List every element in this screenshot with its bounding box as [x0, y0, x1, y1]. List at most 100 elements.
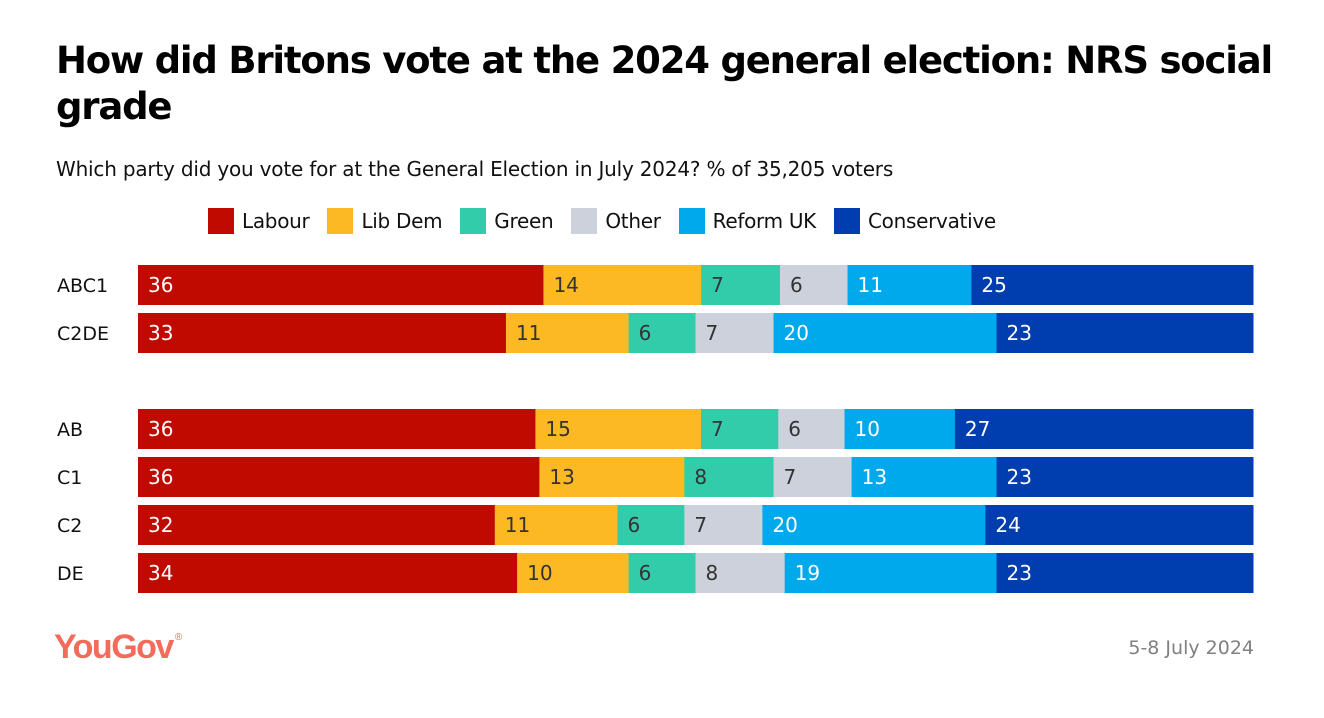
legend-label: Other — [605, 209, 661, 233]
bar-segment-other — [779, 265, 849, 305]
data-label: 8 — [706, 561, 719, 585]
bar-segment-green — [617, 505, 685, 545]
data-label: 6 — [639, 561, 652, 585]
bar-segment-other — [695, 553, 786, 593]
bar-segment-labour — [138, 409, 536, 449]
legend: Labour Lib Dem Green Other Reform UK Con… — [208, 208, 1014, 234]
data-label: 6 — [788, 417, 801, 441]
data-label: 11 — [516, 321, 541, 345]
fieldwork-date: 5-8 July 2024 — [1128, 637, 1254, 659]
data-label: 23 — [1007, 465, 1032, 489]
data-label: 23 — [1007, 321, 1032, 345]
category-label: C2 — [57, 515, 82, 537]
bar-segment-lib-dem — [539, 457, 685, 497]
bar-segment-conservative — [996, 457, 1254, 497]
bar-row-c1: C1 36 13 8 7 13 23 — [57, 457, 1254, 497]
bar-segment-reform-uk — [844, 409, 956, 449]
legend-item-labour: Labour — [208, 208, 310, 234]
data-label: 20 — [784, 321, 809, 345]
legend-swatch — [460, 208, 487, 234]
category-label: C1 — [57, 467, 82, 489]
bar-segment-conservative — [985, 505, 1254, 545]
bar-segment-conservative — [996, 553, 1254, 593]
legend-label: Lib Dem — [361, 209, 443, 233]
data-label: 7 — [784, 465, 797, 489]
data-label: 11 — [858, 273, 883, 297]
legend-swatch — [834, 208, 861, 234]
bar-row-c2de: C2DE 33 11 6 7 20 23 — [57, 313, 1254, 353]
category-label: DE — [57, 563, 84, 585]
data-label: 23 — [1007, 561, 1032, 585]
bar-segment-other — [684, 505, 763, 545]
bar-segment-lib-dem — [517, 553, 630, 593]
bar-segment-green — [701, 265, 781, 305]
bar-segment-reform-uk — [762, 505, 986, 545]
data-label: 32 — [148, 513, 173, 537]
legend-label: Labour — [242, 209, 310, 233]
legend-item-reform-uk: Reform UK — [678, 208, 817, 234]
category-label: AB — [57, 419, 83, 441]
data-label: 11 — [505, 513, 530, 537]
bar-segment-conservative — [971, 265, 1254, 305]
bar-row-de: DE 34 10 6 8 19 23 — [57, 553, 1254, 593]
bar-segment-labour — [138, 505, 496, 545]
category-label: C2DE — [57, 323, 109, 345]
bar-segment-reform-uk — [851, 457, 998, 497]
data-label: 6 — [790, 273, 803, 297]
data-label: 36 — [148, 465, 173, 489]
bar-segment-lib-dem — [505, 313, 630, 353]
data-label: 20 — [772, 513, 797, 537]
legend-label: Reform UK — [712, 209, 817, 233]
legend-label: Conservative — [868, 209, 996, 233]
bar-segment-green — [701, 409, 779, 449]
bar-segment-lib-dem — [535, 409, 702, 449]
bar-segment-lib-dem — [543, 265, 702, 305]
data-label: 14 — [553, 273, 578, 297]
data-label: 10 — [527, 561, 552, 585]
yougov-logo: YouGov ® — [54, 628, 182, 667]
data-label: 13 — [549, 465, 574, 489]
brand-name: YouGov — [54, 628, 174, 666]
bar-segment-green — [628, 313, 696, 353]
data-label: 19 — [795, 561, 820, 585]
bar-segment-reform-uk — [784, 553, 998, 593]
data-label: 7 — [706, 321, 719, 345]
chart-subtitle: Which party did you vote for at the Gene… — [56, 157, 894, 181]
data-label: 36 — [148, 273, 173, 297]
category-label: ABC1 — [57, 275, 108, 297]
chart-title: How did Britons vote at the 2024 general… — [56, 39, 1273, 128]
bar-segment-green — [684, 457, 775, 497]
legend-label: Green — [494, 209, 554, 233]
bar-segment-conservative — [996, 313, 1254, 353]
data-label: 7 — [694, 513, 707, 537]
data-label: 15 — [545, 417, 570, 441]
data-label: 13 — [862, 465, 887, 489]
bar-segment-reform-uk — [773, 313, 998, 353]
bar-segment-labour — [138, 553, 518, 593]
bar-segment-labour — [138, 265, 544, 305]
legend-swatch — [327, 208, 354, 234]
bar-segment-lib-dem — [494, 505, 618, 545]
bar-row-ab: AB 36 15 7 6 10 27 — [57, 409, 1254, 449]
data-label: 10 — [855, 417, 880, 441]
data-label: 27 — [965, 417, 990, 441]
legend-item-green: Green — [460, 208, 554, 234]
registered-mark: ® — [174, 632, 183, 643]
data-label: 33 — [148, 321, 173, 345]
legend-swatch — [678, 208, 705, 234]
legend-item-lib-dem: Lib Dem — [327, 208, 443, 234]
data-label: 34 — [148, 561, 173, 585]
bar-row-abc1: ABC1 36 14 7 6 11 25 — [57, 265, 1254, 305]
legend-item-conservative: Conservative — [834, 208, 996, 234]
data-label: 6 — [627, 513, 640, 537]
data-label: 6 — [639, 321, 652, 345]
data-label: 25 — [981, 273, 1006, 297]
data-label: 7 — [711, 417, 724, 441]
bar-segment-green — [628, 553, 696, 593]
data-label: 7 — [711, 273, 724, 297]
bar-segment-other — [695, 313, 775, 353]
bar-segment-other — [778, 409, 846, 449]
legend-swatch — [208, 208, 234, 234]
bar-row-c2: C2 32 11 6 7 20 24 — [57, 505, 1254, 545]
